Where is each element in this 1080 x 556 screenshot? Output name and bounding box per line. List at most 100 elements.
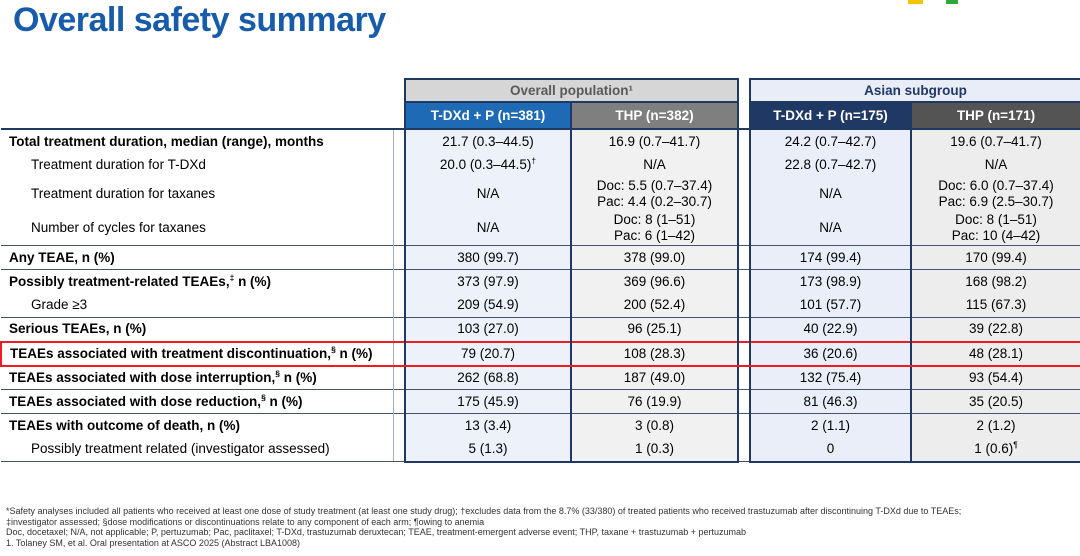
empty-corner [1, 102, 393, 130]
table-row: Treatment duration for taxanes N/A Doc: 5.… [1, 177, 1080, 211]
table-row: Number of cycles for taxanes N/A Doc: 8 (1… [1, 211, 1080, 246]
footnote-line: Doc, docetaxel; N/A, not applicable; P, … [6, 527, 747, 537]
row-label: Serious TEAEs, n (%) [1, 317, 394, 342]
value-cell: 380 (99.7) [404, 245, 572, 270]
row-label: Possibly treatment related (investigator… [1, 437, 394, 462]
value-cell: N/A [404, 177, 572, 211]
column-header-row: T-DXd + P (n=381) THP (n=382) T-DXd + P … [1, 102, 1080, 130]
value-cell: 1 (0.6)¶ [911, 437, 1080, 463]
table-row: Treatment duration for T-DXd 20.0 (0.3–44… [1, 153, 1080, 177]
group-gap [738, 437, 751, 462]
group-gap [738, 365, 751, 390]
footnote-line: *Safety analyses included all patients w… [6, 506, 962, 516]
table-row: Any TEAE, n (%) 380 (99.7) 378 (99.0) 174 (… [1, 245, 1080, 270]
value-cell: 3 (0.8) [571, 413, 740, 438]
value-cell: 378 (99.0) [571, 245, 740, 270]
group-gap [738, 389, 751, 414]
row-label: Number of cycles for taxanes [1, 211, 394, 246]
column-header-tdxd-p-asian: T-DXd + P (n=175) [749, 102, 913, 130]
value-cell: 132 (75.4) [749, 365, 913, 390]
value-cell: Doc: 5.5 (0.7–37.4) Pac: 4.4 (0.2–30.7) [571, 177, 740, 211]
value-cell: 21.7 (0.3–44.5) [404, 128, 572, 153]
value-cell: 13 (3.4) [404, 413, 572, 438]
value-cell: 19.6 (0.7–41.7) [911, 128, 1080, 153]
value-cell: 40 (22.9) [749, 317, 913, 342]
safety-summary-table: Overall population¹ Asian subgroup T-DXd… [0, 78, 1080, 463]
group-gap [393, 211, 405, 246]
row-label: TEAEs with outcome of death, n (%) [1, 413, 394, 438]
value-cell: 81 (46.3) [749, 389, 913, 414]
value-cell: 20.0 (0.3–44.5)† [404, 153, 572, 177]
value-cell: 36 (20.6) [749, 340, 913, 367]
group-gap [393, 317, 405, 342]
logo-remnant-green [946, 0, 958, 4]
group-gap [393, 153, 405, 177]
group-gap [738, 128, 751, 153]
value-cell: 262 (68.8) [404, 365, 572, 390]
value-cell: 16.9 (0.7–41.7) [571, 128, 740, 153]
value-cell: 108 (28.3) [571, 340, 740, 367]
table-row: Possibly treatment related (investigator… [1, 437, 1080, 463]
column-header-thp-overall: THP (n=382) [571, 102, 740, 130]
row-label: TEAEs associated with dose reduction,§ n… [1, 389, 394, 414]
value-cell: N/A [571, 153, 740, 177]
row-label: Possibly treatment-related TEAEs,‡ n (%) [1, 269, 394, 294]
group-gap [738, 102, 751, 130]
group-gap [738, 245, 751, 270]
value-cell: 103 (27.0) [404, 317, 572, 342]
value-cell: 5 (1.3) [404, 437, 572, 463]
row-label: TEAEs associated with treatment disconti… [0, 340, 394, 367]
value-cell: 115 (67.3) [911, 293, 1080, 318]
table-row: TEAEs with outcome of death, n (%) 13 (3.… [1, 413, 1080, 438]
group-gap [738, 153, 751, 177]
group-gap [393, 269, 405, 294]
table-row: TEAEs associated with treatment disconti… [0, 340, 1080, 367]
footnote-line: ‡investigator assessed; §dose modificati… [6, 516, 485, 527]
value-cell: 39 (22.8) [911, 317, 1080, 342]
column-header-thp-asian: THP (n=171) [911, 102, 1080, 130]
value-cell: 174 (99.4) [749, 245, 913, 270]
value-cell: 187 (49.0) [571, 365, 740, 390]
group-gap [738, 413, 751, 438]
group-gap [393, 389, 405, 414]
table-row: TEAEs associated with dose interruption,… [1, 365, 1080, 390]
value-cell: 101 (57.7) [749, 293, 913, 318]
value-cell: 96 (25.1) [571, 317, 740, 342]
value-cell: 1 (0.3) [571, 437, 740, 463]
group-header-overall-population: Overall population¹ [403, 78, 740, 103]
row-label: Total treatment duration, median (range)… [1, 128, 394, 153]
value-cell: Doc: 6.0 (0.7–37.4) Pac: 6.9 (2.5–30.7) [911, 177, 1080, 211]
value-cell: 79 (20.7) [404, 340, 572, 367]
value-cell: 24.2 (0.7–42.7) [749, 128, 913, 153]
row-label: TEAEs associated with dose interruption,… [1, 365, 394, 390]
group-gap [738, 269, 751, 294]
group-gap [393, 340, 405, 367]
table-row: Total treatment duration, median (range)… [1, 128, 1080, 153]
label-gap [393, 102, 405, 130]
table-row: Grade ≥3 209 (54.9) 200 (52.4) 101 (57.7) 11… [1, 293, 1080, 318]
group-gap [393, 365, 405, 390]
page-title: Overall safety summary [13, 1, 386, 39]
value-cell: Doc: 8 (1–51) Pac: 10 (4–42) [911, 211, 1080, 246]
value-cell: 170 (99.4) [911, 245, 1080, 270]
table-row: Possibly treatment-related TEAEs,‡ n (%)… [1, 269, 1080, 294]
value-cell: 209 (54.9) [404, 293, 572, 318]
value-cell: 369 (96.6) [571, 269, 740, 294]
empty-corner [1, 79, 393, 102]
group-gap [393, 293, 405, 318]
group-header-asian-subgroup: Asian subgroup [749, 78, 1080, 103]
row-label: Treatment duration for T-DXd [1, 153, 394, 177]
value-cell: 175 (45.9) [404, 389, 572, 414]
label-gap [393, 79, 405, 102]
logo-remnant-yellow [908, 0, 923, 4]
value-cell: N/A [404, 211, 572, 246]
table-row: TEAEs associated with dose reduction,§ n… [1, 389, 1080, 414]
group-gap [738, 293, 751, 318]
value-cell: 35 (20.5) [911, 389, 1080, 414]
group-gap [738, 340, 751, 367]
group-gap [738, 177, 751, 211]
value-cell: Doc: 8 (1–51) Pac: 6 (1–42) [571, 211, 740, 246]
row-label: Grade ≥3 [1, 293, 394, 318]
value-cell: 373 (97.9) [404, 269, 572, 294]
group-header-row: Overall population¹ Asian subgroup [1, 78, 1080, 103]
